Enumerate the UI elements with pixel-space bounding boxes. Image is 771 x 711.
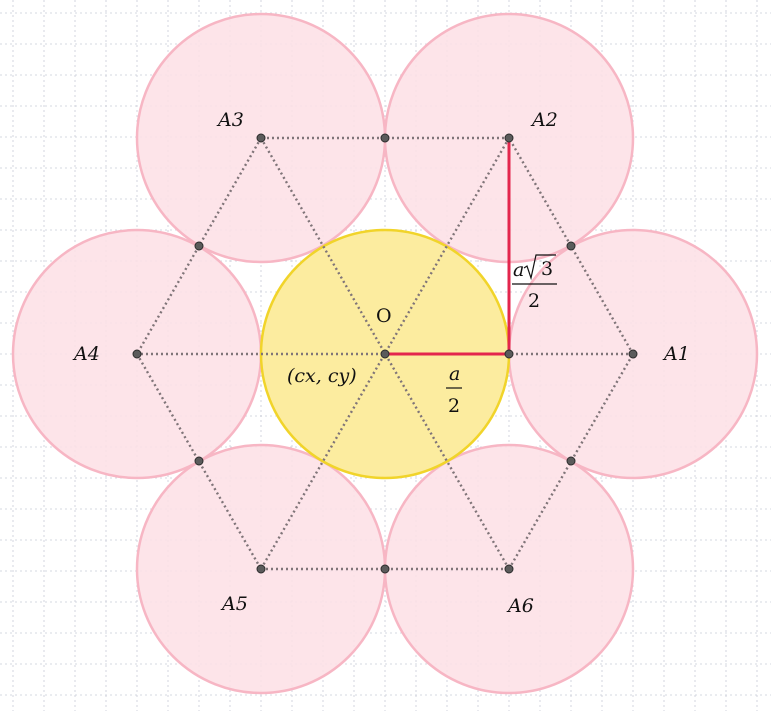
- points: [132, 133, 638, 574]
- sqrt-symbol: [523, 254, 556, 281]
- label-height: a 3 2: [512, 254, 557, 312]
- label-center-coords: (cx, cy): [287, 365, 357, 387]
- point-a3: [256, 133, 266, 143]
- label-a4: A4: [72, 343, 100, 365]
- hexagon-edge-a6-a1: [507, 353, 635, 570]
- height-numerator-root: 3: [541, 258, 553, 280]
- label-center: O: [376, 305, 392, 327]
- point-midpoint-a6-a1: [566, 456, 576, 466]
- point-center: [380, 349, 390, 359]
- hexagon-edge-a3-a4: [135, 137, 263, 355]
- label-a1: A1: [662, 343, 690, 365]
- point-midpoint-a1-a2: [566, 241, 576, 251]
- label-a3: A3: [216, 109, 244, 131]
- point-midpoint-a5-a6: [380, 564, 390, 574]
- point-a2: [504, 133, 514, 143]
- outer-circles: [11, 12, 759, 695]
- label-half-side: a 2: [446, 363, 462, 417]
- height-numerator-a: a: [513, 259, 524, 281]
- label-a6: A6: [506, 595, 534, 617]
- point-a4: [132, 349, 142, 359]
- half-side-numerator: a: [449, 363, 460, 385]
- label-a2: A2: [530, 109, 558, 131]
- highlight-segments: [385, 142, 511, 356]
- point-a6: [504, 564, 514, 574]
- point-a5: [256, 564, 266, 574]
- point-a1: [628, 349, 638, 359]
- height-denominator: 2: [528, 290, 540, 312]
- labels: A1 A2 A3 A4 A5 A6 O (cx, cy) a 2 a 3 2: [72, 109, 690, 617]
- half-side-denominator: 2: [448, 395, 460, 417]
- label-a5: A5: [220, 593, 248, 615]
- point-midpoint-a4-a5: [194, 456, 204, 466]
- point-midpoint-center-a1: [504, 349, 514, 359]
- point-midpoint-a3-a4: [194, 241, 204, 251]
- point-midpoint-a2-a3: [380, 133, 390, 143]
- dotted-hexagon-lines: [135, 136, 635, 571]
- hexagon-edge-a1-a2: [507, 137, 635, 355]
- hexagon-edge-a4-a5: [135, 353, 263, 570]
